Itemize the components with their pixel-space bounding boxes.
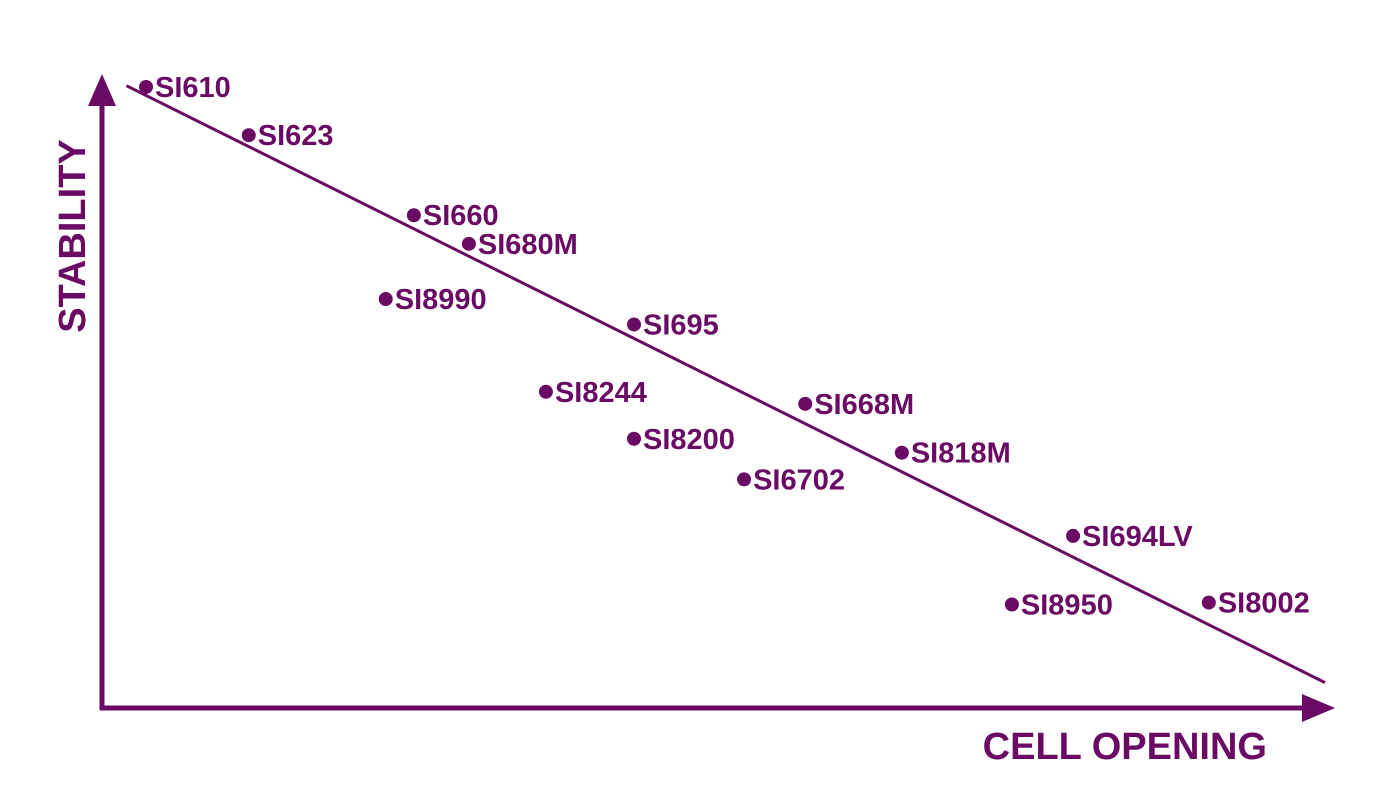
- data-point-label: SI8244: [555, 377, 647, 409]
- data-point-label: SI610: [155, 72, 231, 104]
- data-point-marker: [894, 445, 909, 460]
- y-axis-arrow: [88, 74, 116, 106]
- data-point-marker: [1004, 597, 1019, 612]
- data-point: SI8950: [1004, 589, 1113, 621]
- data-point: SI668M: [798, 389, 914, 421]
- data-point: SI8990: [378, 284, 487, 316]
- data-point-label: SI818M: [911, 438, 1011, 470]
- data-point: SI694LV: [1066, 521, 1193, 553]
- data-point-label: SI8002: [1218, 588, 1310, 620]
- data-point-label: SI695: [643, 309, 719, 341]
- data-point-marker: [737, 472, 752, 487]
- y-axis-title: STABILITY: [52, 139, 94, 333]
- data-point-label: SI660: [423, 200, 499, 232]
- data-point-marker: [538, 384, 553, 399]
- data-point-marker: [627, 431, 642, 446]
- data-point-label: SI6702: [753, 464, 845, 496]
- data-point: SI818M: [894, 438, 1011, 470]
- data-point: SI695: [627, 309, 719, 341]
- data-point-label: SI680M: [478, 229, 578, 261]
- data-point-marker: [378, 292, 393, 307]
- data-point-label: SI694LV: [1082, 521, 1193, 553]
- x-axis-arrow: [1302, 694, 1335, 722]
- axes: [88, 74, 1335, 722]
- data-point-marker: [139, 79, 154, 94]
- data-point: SI660: [406, 200, 499, 232]
- data-point: SI8002: [1201, 588, 1310, 620]
- data-point: SI8244: [538, 377, 647, 409]
- data-point-label: SI8950: [1021, 589, 1113, 621]
- data-point-label: SI8200: [643, 424, 735, 456]
- data-point-marker: [406, 208, 421, 223]
- data-point: SI680M: [461, 229, 578, 261]
- data-point: SI623: [241, 120, 334, 152]
- trend-line: [125, 84, 1326, 684]
- data-point: SI6702: [737, 464, 845, 496]
- data-point-label: SI623: [258, 120, 334, 152]
- x-axis-title: CELL OPENING: [983, 726, 1267, 768]
- data-point-marker: [241, 128, 256, 143]
- data-point-label: SI668M: [814, 389, 914, 421]
- data-point-marker: [798, 396, 813, 411]
- data-point-marker: [627, 317, 642, 332]
- data-point-label: SI8990: [395, 284, 487, 316]
- data-point-marker: [461, 236, 476, 251]
- data-point: SI8200: [627, 424, 735, 456]
- data-point-marker: [1201, 595, 1216, 610]
- data-point-marker: [1066, 528, 1081, 543]
- data-point: SI610: [139, 72, 231, 104]
